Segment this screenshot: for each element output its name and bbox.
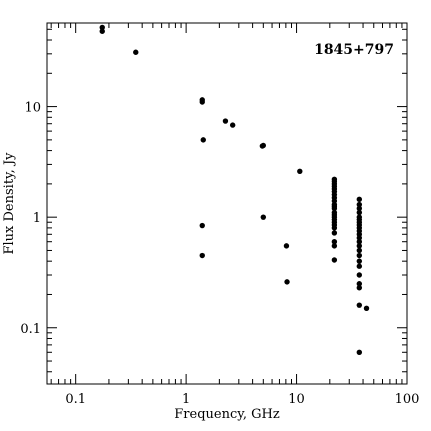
y-tick-labels: 0.1 1 10 (20, 101, 41, 337)
data-point (356, 263, 363, 269)
data-points (99, 24, 370, 355)
data-point (363, 305, 370, 311)
data-point (229, 122, 236, 128)
data-point (356, 239, 363, 245)
x-tick-label: 100 (395, 392, 420, 407)
data-point (356, 205, 363, 212)
data-point (199, 222, 205, 229)
data-point (199, 252, 205, 259)
x-tick-label: 1 (182, 392, 190, 407)
data-point (356, 281, 363, 287)
y-tick-label: 0.1 (20, 322, 41, 337)
data-point (356, 252, 363, 259)
data-point (356, 302, 363, 308)
data-point (356, 349, 363, 355)
data-point (331, 257, 338, 263)
data-point (356, 196, 363, 203)
data-point (297, 168, 303, 174)
data-point (331, 230, 338, 236)
x-tick-labels: 0.1 1 10 100 (65, 392, 419, 407)
data-point (199, 99, 205, 105)
data-point (200, 137, 206, 143)
axis-ticks (47, 23, 408, 384)
data-point (331, 243, 338, 249)
data-point (356, 247, 363, 254)
data-point (356, 258, 363, 264)
y-tick-label: 10 (24, 101, 41, 116)
data-point (260, 142, 267, 149)
data-point (331, 225, 338, 231)
data-point (356, 201, 363, 208)
source-name-annotation: 1845+797 (314, 42, 394, 58)
data-point (99, 28, 105, 34)
data-point (331, 205, 338, 212)
y-axis-title: Flux Density, Jy (2, 152, 17, 255)
x-tick-label: 10 (288, 392, 305, 407)
data-point (260, 214, 267, 220)
data-point (283, 243, 290, 249)
data-point (356, 285, 363, 291)
data-point (99, 24, 105, 31)
data-point (356, 209, 363, 216)
data-point (356, 272, 363, 278)
y-tick-label: 1 (33, 211, 41, 226)
data-point (133, 49, 139, 55)
x-tick-label: 0.1 (65, 392, 86, 407)
x-axis-title: Frequency, GHz (174, 407, 280, 422)
data-point (284, 279, 290, 285)
data-point (356, 235, 363, 241)
plot-frame (46, 22, 408, 385)
data-point (331, 239, 338, 245)
data-point (222, 118, 229, 124)
data-point (356, 243, 363, 249)
